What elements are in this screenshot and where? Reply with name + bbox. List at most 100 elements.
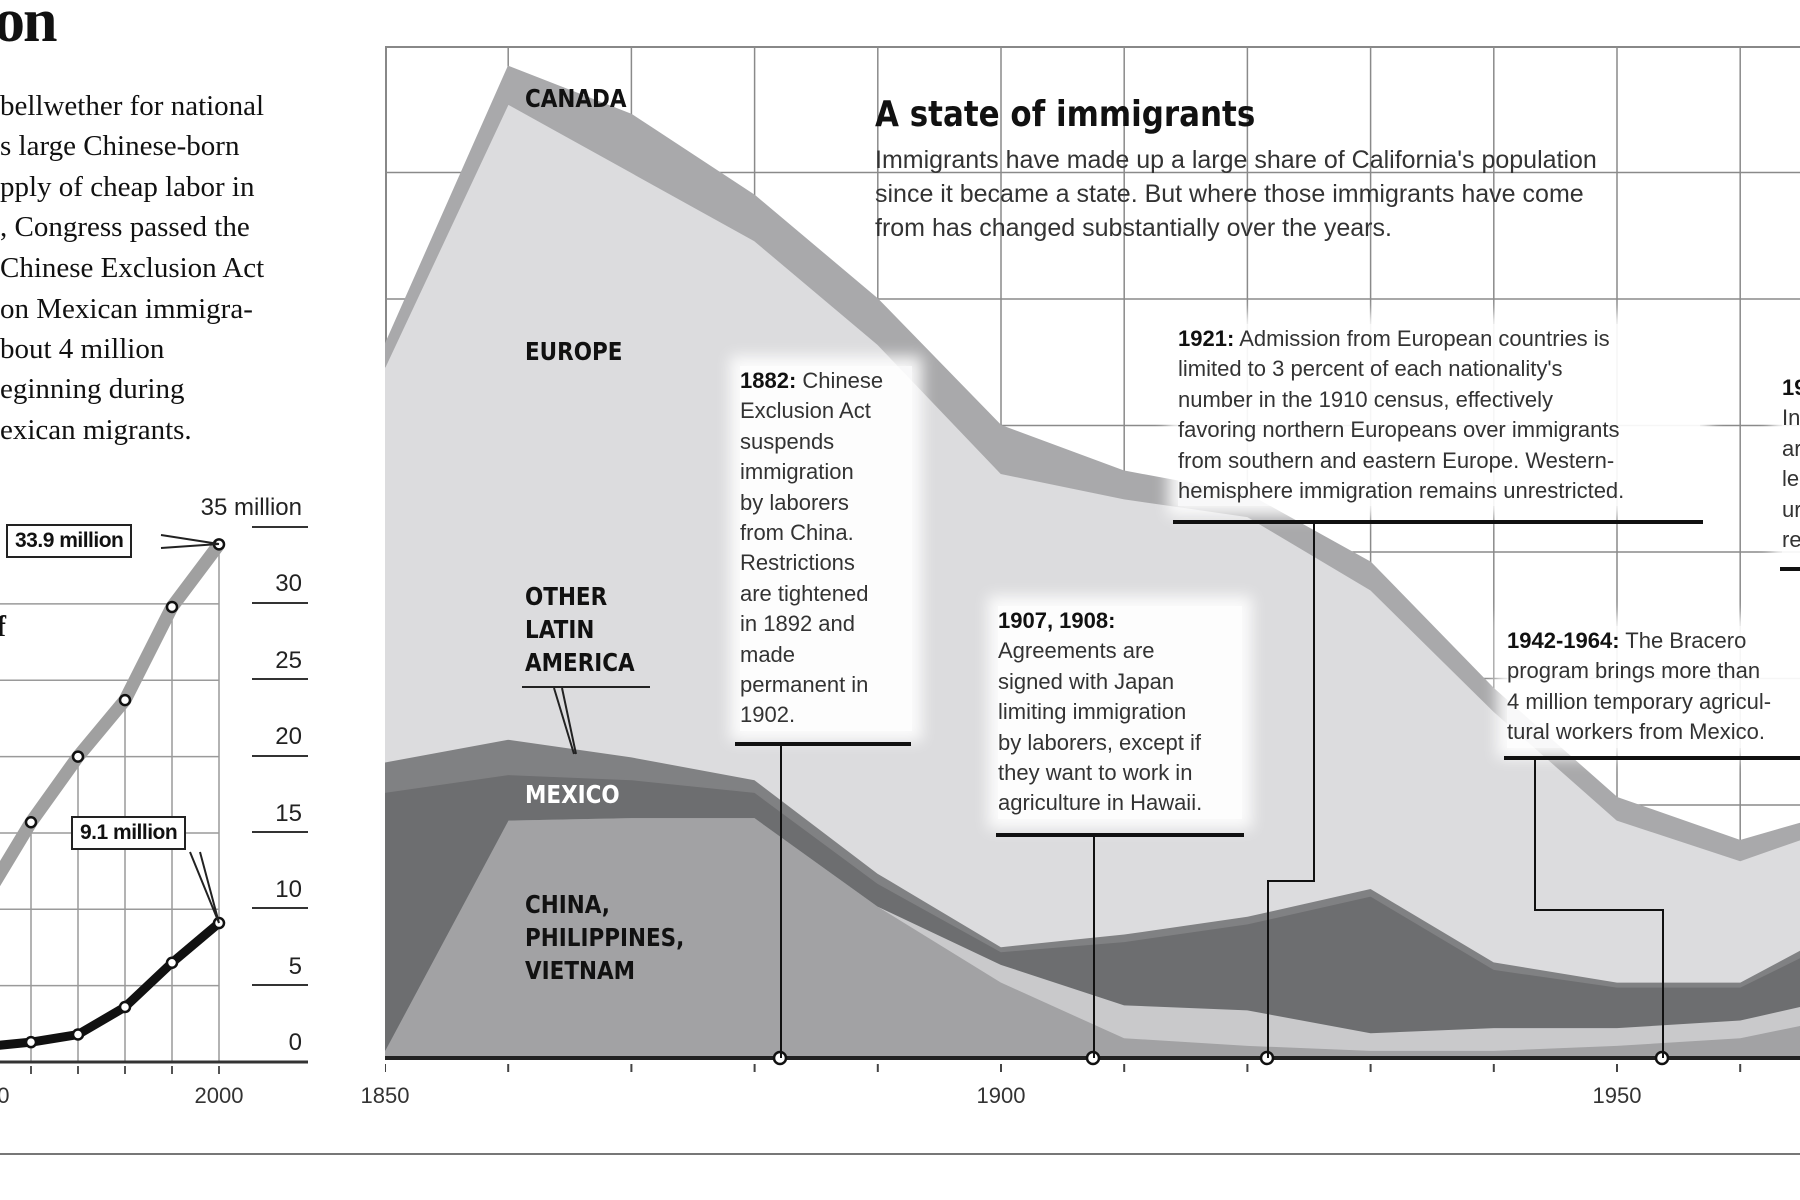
paragraph-line: bellwether for national — [0, 90, 265, 122]
data-point — [165, 600, 179, 614]
annotation-line: by laborers — [740, 489, 849, 515]
paragraph-line: s large Chinese-born — [0, 130, 240, 162]
annotation-line: suspends — [740, 428, 835, 454]
annotation-line: permanent in — [740, 672, 869, 698]
annotation-line: by laborers, except if — [998, 729, 1201, 755]
annotation-line: The Bracero — [1625, 628, 1747, 653]
annotation-1942-1964: 1942-1964: The Bracero program brings mo… — [1507, 626, 1800, 748]
foreign-born-line — [0, 919, 222, 1050]
data-point — [24, 816, 38, 829]
y-tick-rule — [252, 831, 308, 833]
annotation-line: In — [1782, 405, 1800, 431]
area-label-mexico: MEXICO — [525, 780, 620, 809]
area-label-china-philippines-vietnam: CHINA, PHILIPPINES, VIETNAM — [525, 888, 684, 987]
y-tick-rule — [252, 526, 308, 528]
annotation-line: ur — [1782, 496, 1800, 522]
area-label-europe: EUROPE — [525, 337, 623, 366]
annotation-line: immigration — [740, 459, 854, 485]
area-label-line: LATIN — [525, 615, 595, 644]
y-tick-rule — [252, 755, 308, 757]
foreign-born-callout: 9.1 million — [71, 816, 187, 850]
annotation-line: Exclusion Act — [740, 398, 871, 424]
annotation-line: Agreements are — [998, 638, 1155, 664]
y-tick-label: 0 — [288, 1029, 302, 1056]
total-population-callout: 33.9 million — [6, 524, 133, 558]
immigrant-origin-area-chart — [385, 46, 1800, 1072]
y-tick-label: 15 — [275, 800, 302, 827]
x-tick-label: 1850 — [360, 1083, 410, 1108]
headline-fragment: on — [0, 0, 58, 55]
paragraph-line: eginning during — [0, 373, 185, 405]
data-point — [212, 916, 226, 930]
annotation-line: signed with Japan — [998, 668, 1175, 694]
annotation-leader — [1268, 880, 1315, 882]
annotation-line: 4 million temporary agricul- — [1507, 688, 1772, 714]
paragraph-line: pply of cheap labor in — [0, 171, 255, 203]
annotation-leader — [1534, 909, 1664, 911]
y-tick-rule — [252, 907, 308, 909]
annotation-line: are tightened — [740, 580, 869, 606]
area-label-other-latin-america: OTHER LATIN AMERICA — [525, 580, 635, 679]
annotation-rule — [1504, 756, 1800, 760]
data-point — [71, 750, 85, 763]
annotation-line: Restrictions — [740, 550, 855, 576]
area-canada — [385, 65, 1800, 862]
annotation-line: favoring northern Europeans over immigra… — [1178, 417, 1620, 443]
callout-leader — [160, 534, 220, 549]
y-tick-label: 5 — [288, 953, 302, 980]
annotation-line: program brings more than — [1507, 658, 1761, 684]
x-tick-label: 1950 — [0, 1083, 10, 1108]
annotation-line: limiting immigration — [998, 699, 1187, 725]
annotation-1907-1908: 1907, 1908: Agreements are signed with J… — [998, 606, 1242, 819]
chart-subtitle-line: since it became a state. But where those… — [875, 180, 1584, 208]
annotation-leader — [1534, 758, 1536, 911]
annotation-1882: 1882: Chinese Exclusion Act suspends imm… — [740, 366, 912, 731]
label-pointer — [553, 687, 577, 755]
annotation-line: agriculture in Hawaii. — [998, 790, 1203, 816]
annotation-year: 1907, 1908: — [998, 608, 1116, 633]
label-underline — [522, 686, 650, 688]
area-label-canada: CANADA — [525, 84, 627, 113]
area-label-line: PHILIPPINES, — [525, 923, 685, 952]
annotation-year: 1921: — [1178, 326, 1235, 351]
y-tick-label: 25 — [275, 647, 302, 674]
chart-subtitle-line: from has changed substantially over the … — [875, 214, 1392, 242]
annotation-line: from southern and eastern Europe. Wester… — [1178, 447, 1615, 473]
y-tick-label: 30 — [275, 570, 302, 597]
annotation-1921: 1921: Admission from European countries … — [1178, 324, 1700, 507]
annotation-rule — [735, 742, 911, 746]
area-label-line: AMERICA — [525, 648, 635, 677]
data-point — [71, 1028, 85, 1041]
annotation-leader — [1267, 880, 1269, 1058]
paragraph-line: , Congress passed the — [0, 211, 250, 243]
y-tick-rule — [252, 984, 308, 986]
annotation-line: hemisphere immigration remains unrestric… — [1178, 478, 1625, 504]
annotation-rule — [1780, 567, 1800, 571]
annotation-line: 1902. — [740, 702, 796, 728]
area-label-line: VIETNAM — [525, 956, 636, 985]
area-label-line: CHINA, — [525, 890, 610, 919]
annotation-leader — [1662, 909, 1664, 1058]
data-point — [118, 693, 132, 707]
paragraph-line: bout 4 million — [0, 333, 165, 365]
bottom-rule — [0, 1153, 1800, 1155]
x-tick-label: 2000 — [194, 1083, 244, 1108]
annotation-line: Admission from European countries is — [1239, 326, 1610, 351]
annotation-line: ar — [1782, 435, 1800, 461]
y-tick-label: 20 — [275, 723, 302, 750]
annotation-leader — [1313, 522, 1315, 882]
annotation-line: from China. — [740, 520, 854, 546]
x-tick-label: 1950 — [1592, 1083, 1642, 1108]
x-tick-label: 1900 — [976, 1083, 1026, 1108]
annotation-leader — [780, 744, 782, 1058]
annotation-line: made — [740, 641, 796, 667]
total-population-line — [0, 540, 225, 887]
data-point — [118, 1000, 132, 1014]
annotation-year: 19 — [1782, 375, 1800, 400]
y-tick-label: 35 million — [200, 494, 302, 521]
annotation-rule — [1173, 520, 1703, 524]
callout-leader — [189, 851, 220, 924]
y-tick-label: 10 — [275, 876, 302, 903]
annotation-line: tural workers from Mexico. — [1507, 719, 1765, 745]
chart-subtitle-line: Immigrants have made up a large share of… — [875, 146, 1597, 174]
